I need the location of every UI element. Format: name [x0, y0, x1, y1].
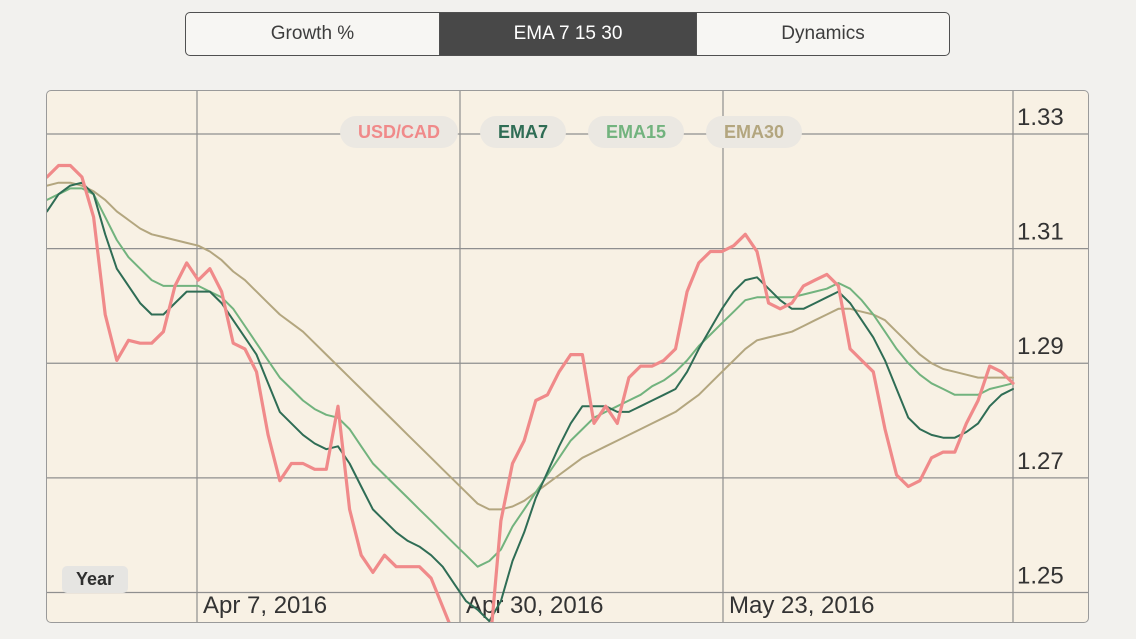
y-tick-label: 1.29: [1017, 333, 1064, 360]
x-tick-label: May 23, 2016: [729, 592, 874, 619]
series-line-ema7: [47, 181, 1014, 622]
y-tick-label: 1.27: [1017, 448, 1064, 475]
y-tick-label: 1.25: [1017, 562, 1064, 589]
ema-line-chart: 1.25 1.27 1.29 1.31 1.33 Apr 7, 2016 Apr 30, 2…: [47, 91, 1088, 622]
chart-panel[interactable]: 1.25 1.27 1.29 1.31 1.33 Apr 7, 2016 Apr 30, 2…: [46, 90, 1089, 623]
x-tick-label: Apr 30, 2016: [466, 592, 603, 619]
chart-mode-segmented-control: Growth % EMA 7 15 30 Dynamics: [185, 12, 950, 56]
y-tick-label: 1.33: [1017, 104, 1064, 131]
y-tick-label: 1.31: [1017, 219, 1064, 246]
legend-ema30[interactable]: EMA30: [706, 116, 802, 148]
x-tick-label: Apr 7, 2016: [203, 592, 327, 619]
tab-growth-percent[interactable]: Growth %: [270, 23, 355, 44]
series-line-ema30: [47, 181, 1014, 511]
legend-ema15[interactable]: EMA15: [588, 116, 684, 148]
tab-dynamics[interactable]: Dynamics: [696, 13, 949, 55]
legend-usdcad[interactable]: USD/CAD: [340, 116, 458, 148]
legend-ema7[interactable]: EMA7: [480, 116, 566, 148]
tab-ema-7-15-30[interactable]: EMA 7 15 30: [439, 13, 696, 55]
series-line-usdcad: [47, 163, 1015, 622]
period-year-button[interactable]: Year: [62, 566, 128, 593]
